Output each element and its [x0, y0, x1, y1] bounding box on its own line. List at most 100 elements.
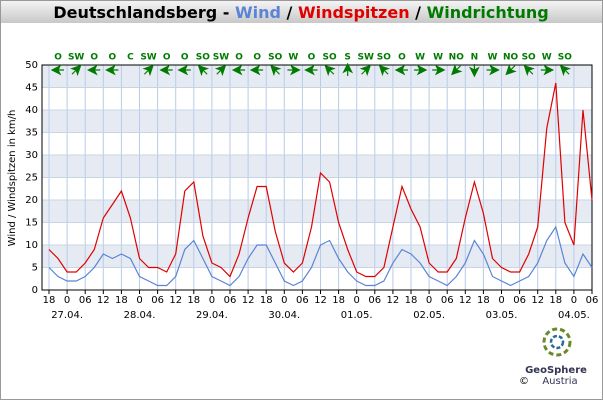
x-tick-label: 12: [314, 295, 327, 306]
x-tick-label: 06: [296, 295, 309, 306]
x-date-label: 04.05.: [558, 310, 590, 321]
x-tick-label: 06: [224, 295, 237, 306]
direction-label: SO: [322, 53, 336, 63]
title-part: Wind: [235, 3, 281, 22]
direction-label: O: [398, 53, 406, 63]
plot-border: [41, 64, 593, 291]
direction-label: SO: [196, 53, 210, 63]
y-tick-label: 35: [25, 128, 38, 139]
direction-label: O: [308, 53, 316, 63]
direction-arrow: [159, 64, 173, 76]
logo: GeoSphere Austria ©: [519, 327, 587, 387]
x-tick-label: 12: [97, 295, 110, 306]
y-tick-label: 25: [25, 173, 38, 184]
direction-label: W: [487, 53, 497, 63]
band: [42, 155, 592, 178]
x-date-label: 03.05.: [486, 310, 518, 321]
x-tick-label: 0: [571, 295, 577, 306]
chart-title: Deutschlandsberg - Wind / Windspitzen / …: [53, 3, 548, 22]
direction-label: O: [163, 53, 171, 63]
direction-label: O: [253, 53, 261, 63]
direction-arrow: [70, 64, 82, 77]
direction-label: NO: [449, 53, 465, 63]
direction-label: O: [235, 53, 243, 63]
direction-arrow: [414, 64, 428, 76]
direction-arrow: [486, 64, 500, 76]
direction-label: SO: [522, 53, 536, 63]
direction-label: SW: [213, 53, 229, 63]
direction-label: SO: [558, 53, 572, 63]
y-tick-label: 45: [25, 83, 38, 94]
band: [42, 110, 592, 133]
series-line: [48, 82, 593, 278]
direction-arrow: [231, 64, 246, 76]
x-tick-label: 0: [209, 295, 215, 306]
title-part: Windspitzen: [298, 3, 410, 22]
direction-label: C: [127, 53, 134, 63]
x-tick-label: 18: [43, 295, 56, 306]
x-tick-label: 18: [332, 295, 345, 306]
x-date-label: 27.04.: [51, 310, 83, 321]
x-tick-label: 06: [513, 295, 526, 306]
band: [42, 200, 592, 223]
x-tick-label: 0: [498, 295, 504, 306]
direction-label: SW: [358, 53, 374, 63]
logo-mark: [549, 334, 565, 350]
logo-name: GeoSphere: [525, 365, 587, 376]
direction-arrow: [523, 64, 535, 77]
x-tick-label: 0: [426, 295, 432, 306]
direction-arrow: [86, 64, 101, 76]
direction-arrow: [559, 64, 572, 77]
direction-label: W: [415, 53, 425, 63]
direction-arrow: [505, 63, 517, 76]
y-tick-label: 40: [25, 105, 38, 116]
direction-label: O: [109, 53, 117, 63]
direction-label: SO: [377, 53, 391, 63]
title-part: /: [281, 3, 298, 22]
direction-arrow: [270, 64, 282, 77]
title-part: Windrichtung: [427, 3, 549, 22]
direction-arrow: [342, 62, 354, 76]
x-date-label: 29.04.: [196, 310, 228, 321]
x-date-label: 30.04.: [268, 310, 300, 321]
y-axis-label: Wind / Windspitzen in km/h: [7, 110, 18, 247]
x-tick-label: 18: [115, 295, 128, 306]
direction-label: SW: [68, 53, 84, 63]
x-tick-label: 06: [79, 295, 92, 306]
logo-mark: [542, 327, 572, 357]
x-tick-label: 0: [281, 295, 287, 306]
y-tick-label: 10: [25, 240, 38, 251]
direction-arrow: [177, 64, 191, 76]
direction-arrow: [324, 64, 336, 77]
direction-arrow: [50, 64, 64, 76]
title-part: Deutschlandsberg -: [53, 3, 235, 22]
direction-arrow: [249, 64, 264, 76]
x-tick-label: 18: [260, 295, 273, 306]
direction-arrow: [540, 64, 555, 76]
direction-label: O: [54, 53, 62, 63]
direction-label: O: [90, 53, 98, 63]
title-bar: [1, 1, 602, 23]
x-tick-label: 18: [405, 295, 418, 306]
x-date-label: 01.05.: [341, 310, 373, 321]
x-tick-label: 12: [531, 295, 544, 306]
x-tick-label: 18: [549, 295, 562, 306]
direction-arrow: [105, 64, 119, 76]
series-line: [48, 225, 593, 287]
direction-arrow: [432, 64, 446, 76]
direction-label: W: [433, 53, 443, 63]
y-tick-label: 15: [25, 218, 38, 229]
direction-label: N: [471, 53, 479, 63]
x-tick-label: 0: [64, 295, 70, 306]
direction-arrow: [142, 64, 154, 77]
direction-arrow: [451, 63, 463, 76]
direction-label: W: [542, 53, 552, 63]
x-tick-label: 18: [187, 295, 200, 306]
direction-label: SO: [268, 53, 282, 63]
title-part: /: [410, 3, 427, 22]
direction-arrow: [469, 64, 480, 78]
y-tick-label: 20: [25, 195, 38, 206]
x-tick-label: 0: [354, 295, 360, 306]
direction-label: SW: [140, 53, 156, 63]
x-date-label: 02.05.: [413, 310, 445, 321]
